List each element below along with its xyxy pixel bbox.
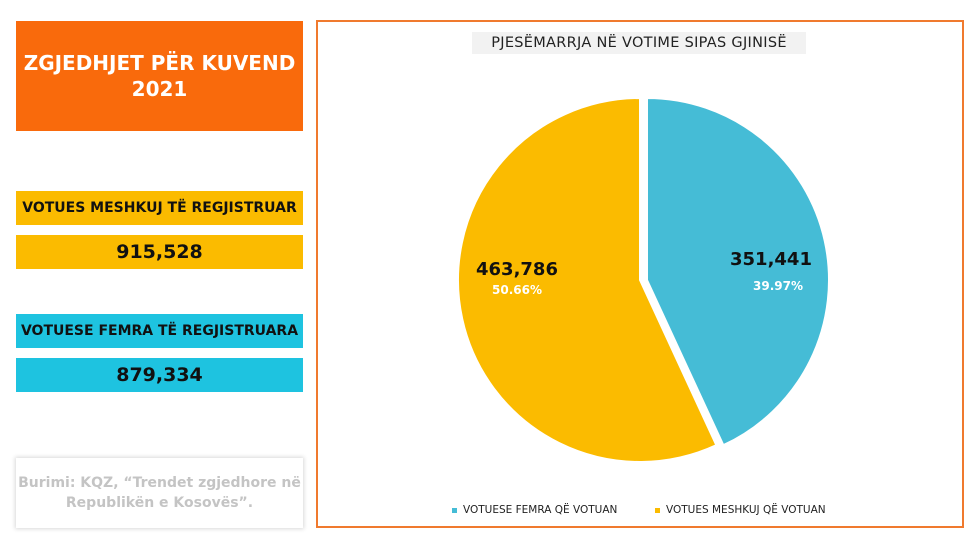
pie-slice-female	[646, 96, 830, 447]
slice-male-percent-label: 50.66%	[492, 283, 542, 297]
male-registered-value: 915,528	[16, 235, 303, 269]
chart-frame	[316, 20, 964, 528]
report-title: ZGJEDHJET PËR KUVEND	[23, 51, 296, 75]
legend-item-male: VOTUES MESHKUJ QË VOTUAN	[655, 504, 826, 516]
slice-male-value-label: 463,786	[476, 259, 558, 280]
pie-slice-male	[457, 96, 718, 463]
slice-female-percent-label: 39.97%	[753, 279, 803, 293]
female-registered-label: VOTUESE FEMRA TË REGJISTRUARA	[16, 314, 303, 348]
legend-label-male: VOTUES MESHKUJ QË VOTUAN	[666, 504, 826, 516]
legend-item-female: VOTUESE FEMRA QË VOTUAN	[452, 504, 617, 516]
chart-title: PJESËMARRJA NË VOTIME SIPAS GJINISË	[472, 32, 806, 54]
female-registered-value: 879,334	[16, 358, 303, 392]
source-line-2: Republikën e Kosovës”.	[65, 495, 254, 511]
slice-female-value-label: 351,441	[730, 249, 812, 270]
source-note: Burimi: KQZ, “Trendet zgjedhore në Repub…	[16, 458, 303, 528]
legend-swatch-female	[452, 507, 457, 513]
male-registered-label: VOTUES MESHKUJ TË REGJISTRUAR	[16, 191, 303, 225]
source-line-1: Burimi: KQZ, “Trendet zgjedhore në	[18, 475, 301, 491]
report-title-banner: ZGJEDHJET PËR KUVEND 2021	[16, 21, 303, 131]
legend-swatch-male	[655, 507, 660, 513]
legend-label-female: VOTUESE FEMRA QË VOTUAN	[463, 504, 618, 516]
report-year: 2021	[131, 77, 188, 101]
